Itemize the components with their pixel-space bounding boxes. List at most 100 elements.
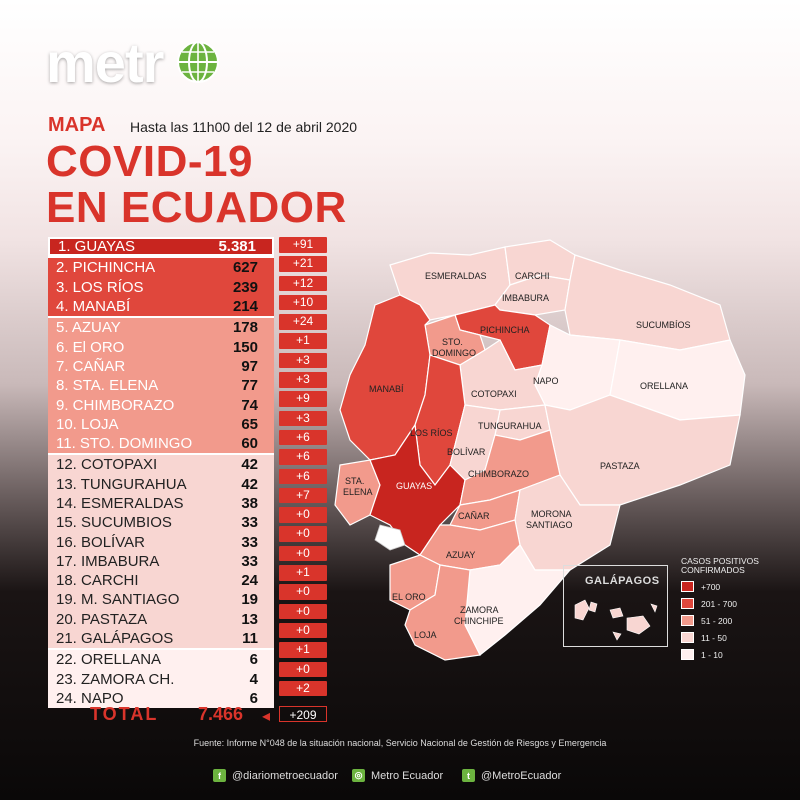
ranking-table: 1. GUAYAS 5.381 2. PICHINCHA 627 3. LOS RÍOS… — [48, 237, 274, 709]
legend-swatch — [681, 581, 694, 592]
province-loja[interactable] — [404, 564, 481, 661]
facebook-handle[interactable]: f @diariometroecuador — [213, 769, 338, 782]
case-count: 60 — [241, 435, 258, 453]
province-name: 1. GUAYAS — [58, 238, 135, 256]
galapagos-title: GALÁPAGOS — [585, 575, 660, 587]
metro-logo: metr — [46, 31, 164, 94]
map-label-carchi: CARCHI — [515, 271, 550, 281]
case-count: 6 — [249, 651, 258, 669]
map-label-imbabura: IMBABURA — [502, 293, 550, 303]
province-name: 7. CAÑAR — [56, 357, 126, 375]
province-name: 22. ORELLANA — [56, 651, 162, 669]
legend-item: 201 - 700 — [681, 598, 791, 609]
table-row: 22. ORELLANA 6 — [48, 648, 274, 670]
table-row: 5. AZUAY 178 — [48, 316, 274, 338]
table-row: 14. ESMERALDAS 38 — [48, 493, 274, 514]
map-label-sta-elena-2: ELENA — [343, 487, 373, 497]
table-row: 8. STA. ELENA 77 — [48, 376, 274, 396]
province-name: 14. ESMERALDAS — [56, 495, 184, 512]
table-row: 24. NAPO 6 — [48, 688, 274, 709]
table-row: 13. TUNGURAHUA 42 — [48, 474, 274, 494]
map-label-loja: LOJA — [414, 630, 437, 640]
province-name: 18. CARCHI — [56, 572, 139, 590]
case-count: 19 — [241, 591, 258, 609]
mapa-label: MAPA — [48, 114, 106, 136]
globe-icon — [177, 41, 219, 83]
province-name: 6. El ORO — [56, 338, 125, 356]
legend-item: 11 - 50 — [681, 632, 791, 643]
facebook-icon: f — [213, 769, 226, 782]
twitter-label: @MetroEcuador — [481, 769, 562, 782]
delta-badge: +6 — [279, 468, 327, 485]
map-label-guayas: GUAYAS — [396, 481, 433, 491]
table-row: 4. MANABÍ 214 — [48, 296, 274, 317]
legend-label: 201 - 700 — [701, 598, 737, 609]
legend-item: 1 - 10 — [681, 649, 791, 660]
arrow-icon: ◂ — [262, 706, 271, 725]
case-count: 4 — [249, 670, 258, 688]
table-row: 18. CARCHI 24 — [48, 571, 274, 591]
province-name: 9. CHIMBORAZO — [56, 396, 175, 414]
map-label-napo: NAPO — [533, 376, 559, 386]
table-row: 20. PASTAZA 13 — [48, 609, 274, 629]
map-label-manabi: MANABÍ — [369, 384, 404, 394]
province-name: 3. LOS RÍOS — [56, 278, 144, 296]
case-count: 5.381 — [218, 238, 256, 256]
map-label-los-rios: LOS RÍOS — [410, 428, 453, 438]
map-label-sucumbios: SUCUMBÍOS — [636, 320, 691, 330]
case-count: 150 — [232, 338, 258, 356]
instagram-handle[interactable]: ◎ Metro Ecuador — [352, 769, 443, 782]
legend-swatch — [681, 649, 694, 660]
case-count: 178 — [232, 319, 258, 337]
delta-badge: +7 — [279, 487, 327, 504]
province-sucumbios[interactable] — [564, 254, 731, 351]
table-row: 15. SUCUMBIOS 33 — [48, 513, 274, 533]
legend-label: 51 - 200 — [701, 615, 733, 626]
galapagos-inset — [563, 565, 668, 647]
delta-badge: +1 — [279, 565, 327, 581]
delta-badge: +0 — [279, 584, 327, 600]
date-label: Hasta las 11h00 del 12 de abril 2020 — [130, 119, 358, 135]
table-row: 2. PICHINCHA 627 — [48, 256, 274, 278]
island-puna — [374, 524, 406, 551]
legend-subtitle: CONFIRMADOS — [681, 565, 745, 575]
map-label-canar: CAÑAR — [458, 511, 490, 521]
delta-badge: +9 — [279, 391, 327, 407]
province-name: 16. BOLÍVAR — [56, 533, 145, 551]
map-label-sto-domingo-1: STO. — [442, 337, 463, 347]
galapagos-islands — [574, 599, 658, 641]
province-name: 13. TUNGURAHUA — [56, 475, 187, 493]
delta-badge: +91 — [279, 237, 327, 253]
twitter-handle[interactable]: t @MetroEcuador — [462, 769, 561, 782]
ecuador-map — [334, 239, 746, 661]
delta-badge: +21 — [279, 256, 327, 272]
province-name: 24. NAPO — [56, 689, 124, 707]
map-label-bolivar: BOLÍVAR — [447, 447, 486, 457]
delta-badge: +0 — [279, 526, 327, 542]
instagram-label: Metro Ecuador — [371, 769, 444, 782]
delta-badge: +1 — [279, 333, 327, 349]
case-count: 239 — [232, 278, 258, 296]
table-row: 3. LOS RÍOS 239 — [48, 277, 274, 297]
delta-badge: +3 — [279, 372, 327, 388]
source-note: Fuente: Informe N°048 de la situación na… — [193, 738, 607, 748]
map-label-tungurahua: TUNGURAHUA — [478, 421, 542, 431]
case-count: 33 — [241, 552, 258, 570]
delta-column: +91 +21 +12 +10 +24 +1 +3 +3 +9 +3 +6 +6 +6 +7 +0 +0 +0 +… — [279, 237, 327, 700]
province-name: 12. COTOPAXI — [56, 456, 158, 474]
table-row: 6. El ORO 150 — [48, 337, 274, 357]
table-row: 11. STO. DOMINGO 60 — [48, 433, 274, 454]
province-name: 2. PICHINCHA — [56, 259, 156, 277]
facebook-label: @diariometroecuador — [232, 769, 338, 782]
map-label-el-oro: EL ORO — [392, 592, 426, 602]
map-label-sto-domingo-2: DOMINGO — [432, 348, 476, 358]
delta-badge: +0 — [279, 545, 327, 562]
map-label-orellana: ORELLANA — [640, 381, 689, 391]
table-row: 19. M. SANTIAGO 19 — [48, 590, 274, 610]
province-name: 5. AZUAY — [56, 319, 121, 337]
instagram-icon: ◎ — [352, 769, 365, 782]
table-row: 9. CHIMBORAZO 74 — [48, 395, 274, 415]
total-value: 7.466 — [198, 704, 244, 724]
table-row: 17. IMBABURA 33 — [48, 551, 274, 572]
delta-badge: +0 — [279, 661, 327, 678]
